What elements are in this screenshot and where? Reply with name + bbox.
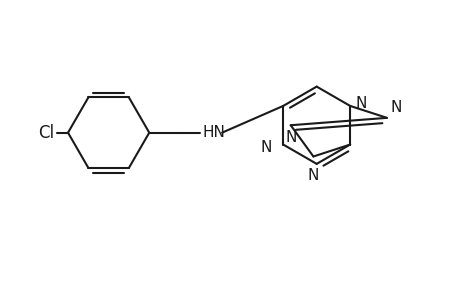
Text: Cl: Cl [38, 124, 54, 142]
Text: N: N [306, 168, 318, 183]
Text: HN: HN [202, 125, 224, 140]
Text: N: N [354, 96, 366, 111]
Text: N: N [390, 100, 401, 116]
Text: N: N [285, 130, 297, 145]
Text: N: N [260, 140, 272, 154]
